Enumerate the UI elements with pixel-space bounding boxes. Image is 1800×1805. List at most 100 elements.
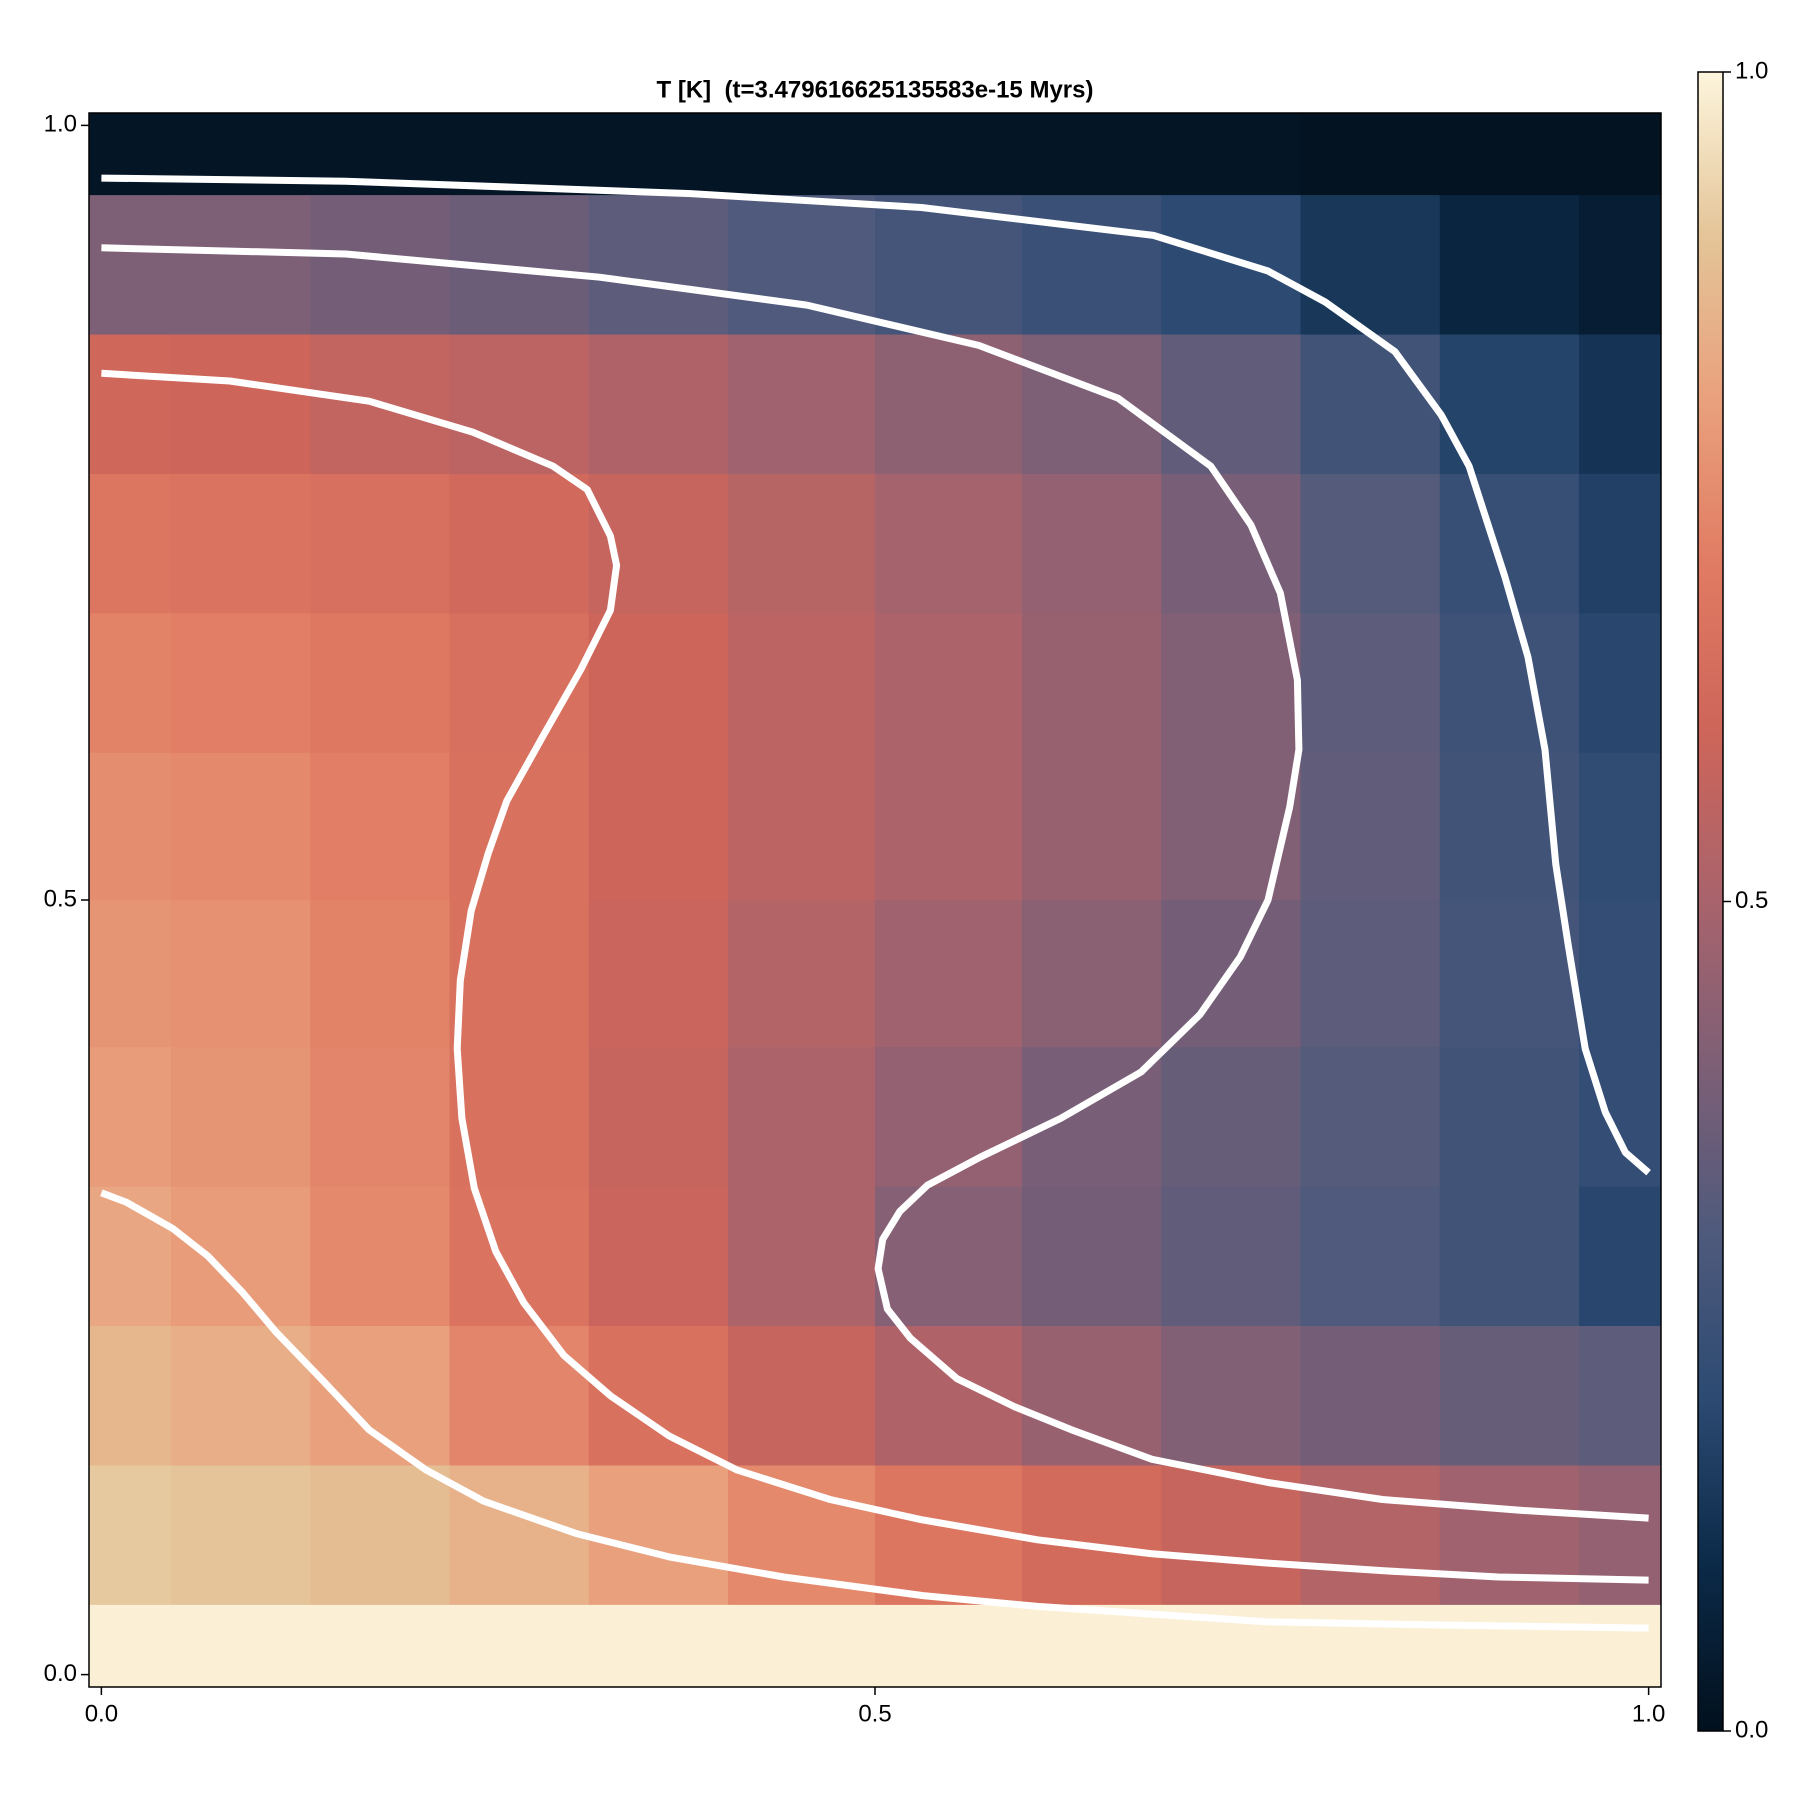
heatmap-cell [310,1047,451,1188]
heatmap-cell [89,1047,172,1188]
heatmap-cell [449,1465,590,1606]
heatmap-cell [875,613,1023,754]
heatmap-cell [1021,1326,1162,1467]
heatmap-cell [310,1465,451,1606]
heatmap-cell [1439,113,1580,196]
heatmap-cell [1578,752,1661,901]
heatmap-cell [1021,1186,1162,1327]
heatmap-cell [1439,613,1580,754]
contour-line [100,1189,1649,1632]
heatmap-cell [1161,195,1302,336]
heatmap-cell [1439,195,1580,336]
heatmap-cell [449,900,590,1048]
heatmap-cell [310,113,451,196]
heatmap-cell [171,1604,311,1687]
heatmap-cell [1300,195,1441,336]
heatmap-cell [728,1186,876,1327]
heatmap-cell [728,113,876,196]
heatmap-cell [1300,1047,1441,1188]
heatmap-cell [1439,900,1580,1048]
heatmap-cell [1578,1326,1661,1467]
heatmap-cell [875,334,1023,475]
heatmap-cell [728,334,876,475]
heatmap-cell [449,1326,590,1467]
heatmap-cell [588,334,729,475]
heatmap-cell [171,752,311,901]
heatmap-cell [1300,334,1441,475]
heatmap-cell [1300,1465,1441,1606]
heatmap-cell [875,113,1023,196]
heatmap-cell [875,900,1023,1048]
heatmap-cell [310,1604,451,1687]
heatmap-cell [1021,613,1162,754]
heatmap-cell [1439,1604,1580,1687]
heatmap-cell [310,473,451,614]
heatmap-cell [1021,113,1162,196]
heatmap-cell [875,752,1023,901]
heatmap-cell [310,1186,451,1327]
heatmap-cell [875,473,1023,614]
heatmap-cell [171,900,311,1048]
heatmap-cell [171,334,311,475]
contour-line [101,244,1649,1522]
heatmap-cell [89,334,172,475]
heatmap-cell [1021,752,1162,901]
x-tick-label: 0.0 [85,1700,118,1727]
heatmap-cell [1161,1326,1302,1467]
heatmap-cell [1300,1604,1441,1687]
heatmap-cell [1021,900,1162,1048]
heatmap-cell [588,113,729,196]
heatmap-cell [1300,900,1441,1048]
heatmap-cell [1300,752,1441,901]
heatmap-cell [875,1604,1023,1687]
heatmap-cell [1439,1047,1580,1188]
heatmap-cell [1578,1186,1661,1327]
heatmap-cell [588,1186,729,1327]
heatmap-cell [1439,1326,1580,1467]
heatmap-cell [310,752,451,901]
heatmap-cell [89,613,172,754]
heatmap-cell [728,1326,876,1467]
heatmap-cell [89,752,172,901]
contours [100,174,1651,1632]
heatmap-cell [588,613,729,754]
heatmap-cell [89,473,172,614]
heatmap-cell [1578,334,1661,475]
x-tick-label: 0.5 [858,1700,891,1727]
heatmap-cell [1578,1604,1661,1687]
heatmap-cell [171,195,311,336]
heatmap-cell [728,900,876,1048]
heatmap-cell [449,473,590,614]
contour-line [101,369,1649,1584]
contour-line [101,174,1651,1176]
heatmap-cell [1021,334,1162,475]
heatmap-cell [171,1047,311,1188]
heatmap-cell [588,900,729,1048]
heatmap-cell [1161,1186,1302,1327]
heatmap-cell [449,113,590,196]
heatmap-cell [1161,1604,1302,1687]
heatmap-cell [1161,113,1302,196]
heatmap-cell [1578,473,1661,614]
heatmap-cell [875,1047,1023,1188]
heatmap-cell [588,752,729,901]
heatmap-cell [588,1465,729,1606]
heatmap-cell [171,113,311,196]
heatmap-cell [449,1604,590,1687]
colorbar [1697,71,1724,1732]
heatmap-cell [728,195,876,336]
heatmap-cell [588,1604,729,1687]
heatmap-cell [171,1326,311,1467]
heatmap-cell [1300,613,1441,754]
y-tick-label: 0.0 [44,1660,77,1687]
heatmap-cell [89,1326,172,1467]
heatmap-cell [588,1047,729,1188]
heatmap-cell [310,195,451,336]
heatmap-cell [1021,1604,1162,1687]
heatmap-cell [1578,900,1661,1048]
y-tick-label: 1.0 [44,111,77,138]
heatmap-cell [728,1047,876,1188]
heatmap-cell [89,195,172,336]
